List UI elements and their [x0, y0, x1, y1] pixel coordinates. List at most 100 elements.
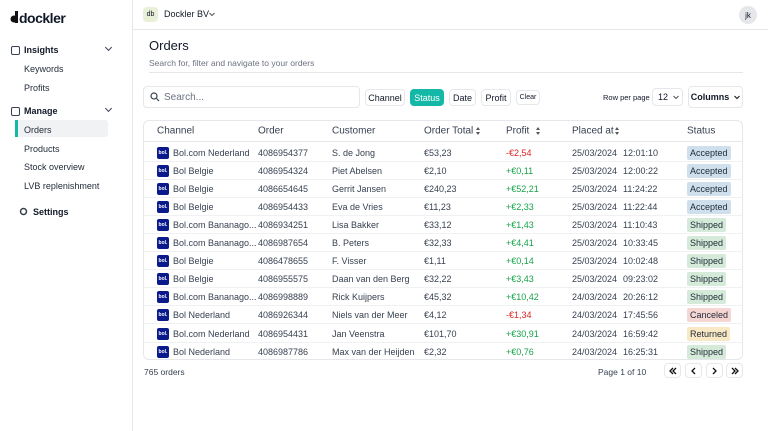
order-number[interactable]: 4086954431: [258, 328, 309, 339]
profit: +€10,42: [506, 292, 539, 303]
channel-icon: bol.: [157, 273, 169, 286]
order-total: €2,32: [424, 346, 447, 357]
filter-button[interactable]: Date: [449, 89, 476, 106]
order-number[interactable]: 4086654645: [258, 183, 309, 194]
filter-button[interactable]: Profit: [481, 89, 511, 106]
order-number[interactable]: 4086934251: [258, 219, 309, 230]
order-total: €33,12: [424, 219, 452, 230]
pagination-button[interactable]: [726, 363, 743, 378]
pagination-icon: [712, 367, 717, 374]
order-number[interactable]: 4086987786: [258, 346, 309, 357]
pagination-button[interactable]: [706, 363, 723, 378]
column-header[interactable]: Status: [687, 125, 716, 137]
search-icon: [150, 92, 160, 102]
table-row[interactable]: [144, 216, 742, 234]
filter-button[interactable]: Channel: [365, 89, 405, 106]
nav-group[interactable]: Manage: [24, 106, 58, 117]
table-row[interactable]: [144, 198, 742, 216]
org-name[interactable]: Dockler BV: [164, 9, 210, 19]
column-header[interactable]: Order Total: [424, 125, 474, 137]
order-number[interactable]: 4086955575: [258, 274, 309, 285]
order-total: €1,11: [424, 256, 446, 267]
nav-group[interactable]: Insights: [24, 45, 59, 55]
placed-date: 25/03/2024: [572, 183, 618, 194]
avatar[interactable]: jk: [739, 6, 757, 24]
order-total: €32,33: [424, 238, 452, 248]
pagination-label: Page 1 of 10: [598, 367, 647, 377]
table-row[interactable]: [144, 144, 742, 162]
channel: Bol Belgie: [173, 274, 214, 285]
customer: Jan Veenstra: [332, 328, 385, 339]
table-row[interactable]: [144, 234, 742, 252]
status-badge: Accepted: [687, 145, 731, 160]
pagination-button[interactable]: [685, 363, 702, 378]
order-number[interactable]: 4086954324: [258, 165, 309, 176]
channel: Bol Belgie: [173, 165, 214, 176]
placed-time: 10:33:45: [623, 238, 659, 248]
pagination-button[interactable]: [664, 363, 681, 378]
channel-icon: bol.: [157, 200, 169, 213]
order-number[interactable]: 4086998889: [258, 292, 309, 303]
nav-item[interactable]: Keywords: [24, 64, 64, 74]
table-row[interactable]: [144, 180, 742, 198]
table-row[interactable]: [144, 162, 742, 180]
nav-active-bar: [15, 120, 18, 138]
placed-date: 24/03/2024: [572, 292, 618, 303]
order-total: €101,70: [424, 328, 457, 339]
profit: +€0,76: [506, 346, 534, 357]
nav-settings[interactable]: Settings: [33, 207, 69, 217]
customer: Piet Abelsen: [332, 165, 383, 176]
customer: Rick Kuijpers: [332, 292, 385, 303]
table-row[interactable]: [144, 270, 742, 289]
table-row[interactable]: [144, 325, 742, 343]
column-header[interactable]: Profit: [506, 125, 530, 137]
nav-item[interactable]: Orders: [24, 125, 52, 136]
filter-button[interactable]: Status: [410, 89, 444, 106]
placed-date: 25/03/2024: [572, 274, 618, 285]
rows-per-page-select[interactable]: 12: [652, 88, 683, 106]
table-row[interactable]: [144, 252, 742, 271]
logo-icon: [10, 11, 18, 23]
order-total: €11,23: [424, 201, 451, 212]
order-number[interactable]: 4086954377: [258, 147, 309, 158]
table-row[interactable]: [144, 288, 742, 307]
customer: Niels van der Meer: [332, 310, 408, 321]
order-number[interactable]: 4086478655: [258, 256, 309, 267]
nav-item[interactable]: Profits: [24, 82, 50, 93]
nav-item[interactable]: Stock overview: [24, 162, 85, 173]
status-badge: Shipped: [687, 290, 727, 305]
channel-icon: bol.: [157, 237, 169, 249]
placed-date: 25/03/2024: [572, 256, 618, 267]
column-header[interactable]: Customer: [332, 125, 376, 137]
channel: Bol.com Nederland: [173, 147, 250, 158]
columns-button[interactable]: Columns: [688, 86, 743, 108]
table-row[interactable]: [144, 306, 742, 325]
column-header[interactable]: Placed at: [572, 125, 614, 137]
chevron: [734, 95, 741, 99]
order-number[interactable]: 4086926344: [258, 310, 309, 321]
column-header[interactable]: Channel: [157, 125, 195, 137]
channel: Bol.com Bananago...: [173, 238, 257, 248]
column-header[interactable]: Order: [258, 125, 284, 137]
order-number[interactable]: 4086954433: [258, 201, 309, 212]
orders-table: [143, 120, 743, 360]
nav-item[interactable]: LVB replenishment: [24, 181, 100, 191]
channel-icon: bol.: [157, 327, 169, 340]
placed-time: 17:45:56: [623, 310, 659, 321]
profit: +€2,33: [506, 201, 534, 212]
order-number[interactable]: 4086987654: [258, 238, 309, 248]
channel: Bol.com Bananago...: [173, 219, 257, 230]
clear-button[interactable]: Clear: [516, 90, 540, 105]
customer: Gerrit Jansen: [332, 183, 387, 194]
placed-time: 12:01:10: [623, 147, 659, 158]
search-input[interactable]: Search...: [143, 86, 360, 108]
status-badge: Accepted: [687, 181, 731, 196]
nav-item[interactable]: Products: [24, 143, 60, 154]
profit: +€4,41: [506, 238, 534, 248]
customer: S. de Jong: [332, 147, 376, 158]
rows-per-page-label: Row per page: [603, 93, 650, 102]
page-subtitle: Search for, filter and navigate to your …: [149, 58, 315, 68]
channel: Bol Belgie: [173, 201, 214, 212]
arrow: [690, 367, 695, 374]
status-badge: Shipped: [687, 344, 727, 359]
